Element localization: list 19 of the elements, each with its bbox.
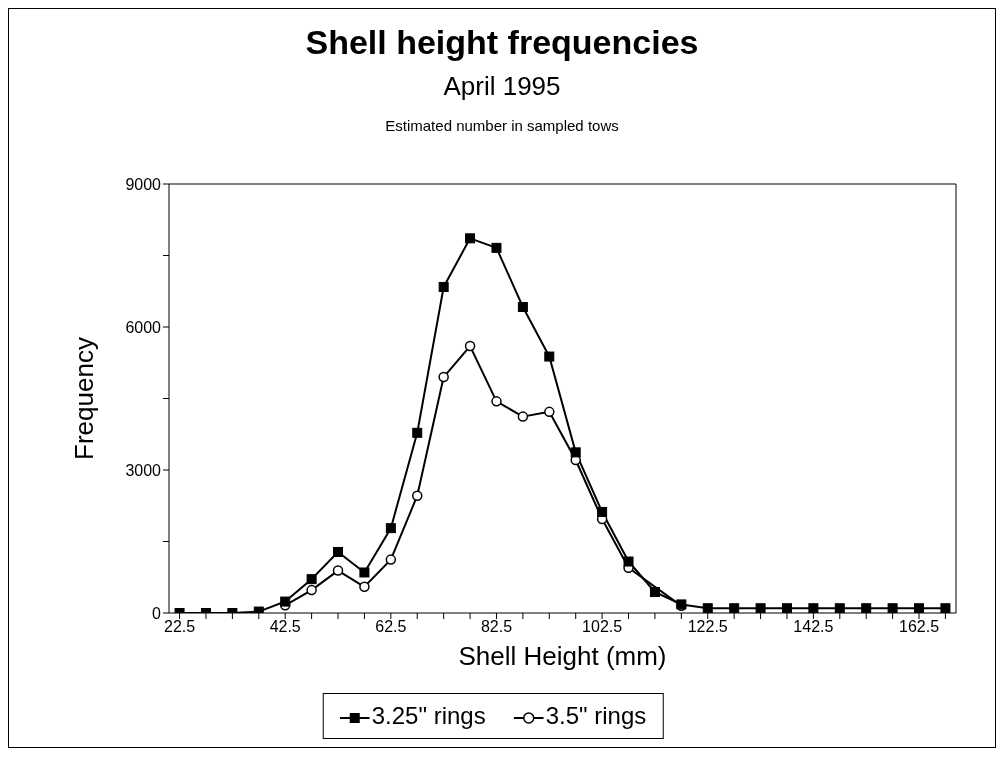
x-tick-label: 82.5 [480,618,513,636]
legend-label: 3.5" rings [545,702,647,729]
legend-label: 3.25" rings [371,702,486,729]
x-tick-label: 122.5 [687,618,728,636]
y-tick-label: 0 [152,604,162,622]
x-tick-label: 62.5 [375,618,407,636]
x-tick-label: 142.5 [793,618,834,636]
x-tick-label: 162.5 [899,618,940,636]
y-tick-label: 9000 [125,175,162,193]
y-tick-label: 3000 [125,461,162,479]
x-tick-label: 22.5 [163,618,196,636]
x-tick-label: 42.5 [269,618,301,636]
chart-title: Shell height frequencies [304,23,700,62]
x-axis-title: Shell Height (mm) [458,641,667,671]
y-tick-label: 6000 [125,318,162,336]
text: Estimated number in sampled tows [384,117,620,134]
x-tick-label: 102.5 [582,618,623,636]
y-axis-title: Frequency [69,337,100,460]
chart-subtitle: April 1995 [442,71,562,102]
